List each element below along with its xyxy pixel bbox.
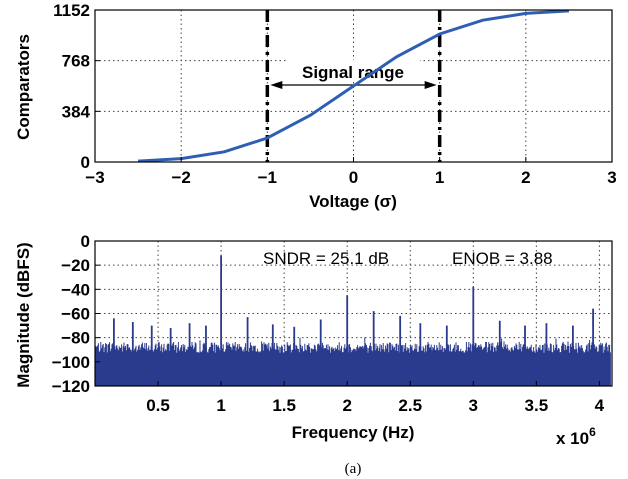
top-y-axis-label: Comparators <box>14 34 33 140</box>
top-x-axis-label: Voltage (σ) <box>309 192 397 211</box>
bottom-x-tick-label: 4 <box>595 396 605 415</box>
bottom-x-tick-label: 2 <box>342 396 351 415</box>
bottom-y-tick-label: −100 <box>52 353 90 372</box>
signal-range-label: Signal range <box>302 63 404 82</box>
bottom-x-tick-label: 3.5 <box>525 396 549 415</box>
noise-floor-stems <box>95 337 611 386</box>
top-y-tick-label: 1152 <box>53 1 90 20</box>
top-y-tick-label: 384 <box>62 102 91 121</box>
top-x-tick-label: 2 <box>521 168 530 187</box>
spectrum-plot: SNDR = 25.1 dB ENOB = 3.88 0.5 1 1.5 2 2.5 3 3… <box>14 232 613 448</box>
signal-range-arrow-left-head <box>270 81 283 89</box>
top-y-tick-label: 0 <box>81 153 90 172</box>
bottom-x-axis-label: Frequency (Hz) <box>292 423 415 442</box>
top-x-tick-label: −3 <box>85 168 104 187</box>
sndr-annotation: SNDR = 25.1 dB <box>263 249 389 268</box>
noise-floor <box>95 337 611 386</box>
transfer-curve <box>138 9 569 163</box>
top-x-tick-label: 3 <box>607 168 616 187</box>
bottom-y-tick-label: −20 <box>61 256 90 275</box>
bottom-y-tick-label: −40 <box>61 280 90 299</box>
bottom-x-ticks: 0.5 1 1.5 2 2.5 3 3.5 4 <box>146 381 605 415</box>
signal-range-arrow-right-head <box>424 81 437 89</box>
bottom-x-tick-label: 0.5 <box>146 396 170 415</box>
bottom-x-tick-label: 1.5 <box>272 396 296 415</box>
top-x-tick-label: 0 <box>349 168 358 187</box>
bottom-y-tick-label: −60 <box>61 305 90 324</box>
bottom-x-tick-label: 2.5 <box>398 396 422 415</box>
bottom-y-tick-label: −80 <box>61 329 90 348</box>
top-x-tick-label: −2 <box>171 168 190 187</box>
bottom-x-tick-label: 3 <box>469 396 478 415</box>
signal-range-label-bg <box>286 60 420 82</box>
figure-caption: (a) <box>345 461 362 477</box>
top-x-ticks: −3 −2 −1 0 1 2 3 <box>85 157 617 187</box>
bottom-y-tick-label: −120 <box>52 377 90 396</box>
bottom-y-axis-label: Magnitude (dBFS) <box>14 242 33 387</box>
spectral-spurs <box>113 255 594 386</box>
bottom-y-ticks: 0 −20 −40 −60 −80 −100 −120 <box>52 232 100 396</box>
bottom-y-tick-label: 0 <box>81 232 90 251</box>
enob-annotation: ENOB = 3.88 <box>452 249 553 268</box>
voltage-comparators-plot: Signal range −3 −2 −1 0 1 2 3 0 384 768 1152 Volt… <box>14 1 617 211</box>
x-multiplier: x 106 <box>556 425 596 448</box>
bottom-x-tick-label: 1 <box>216 396 225 415</box>
top-x-tick-label: 1 <box>435 168 444 187</box>
top-x-tick-label: −1 <box>258 168 277 187</box>
top-y-ticks: 0 384 768 1152 <box>53 1 100 172</box>
top-y-tick-label: 768 <box>62 52 90 71</box>
